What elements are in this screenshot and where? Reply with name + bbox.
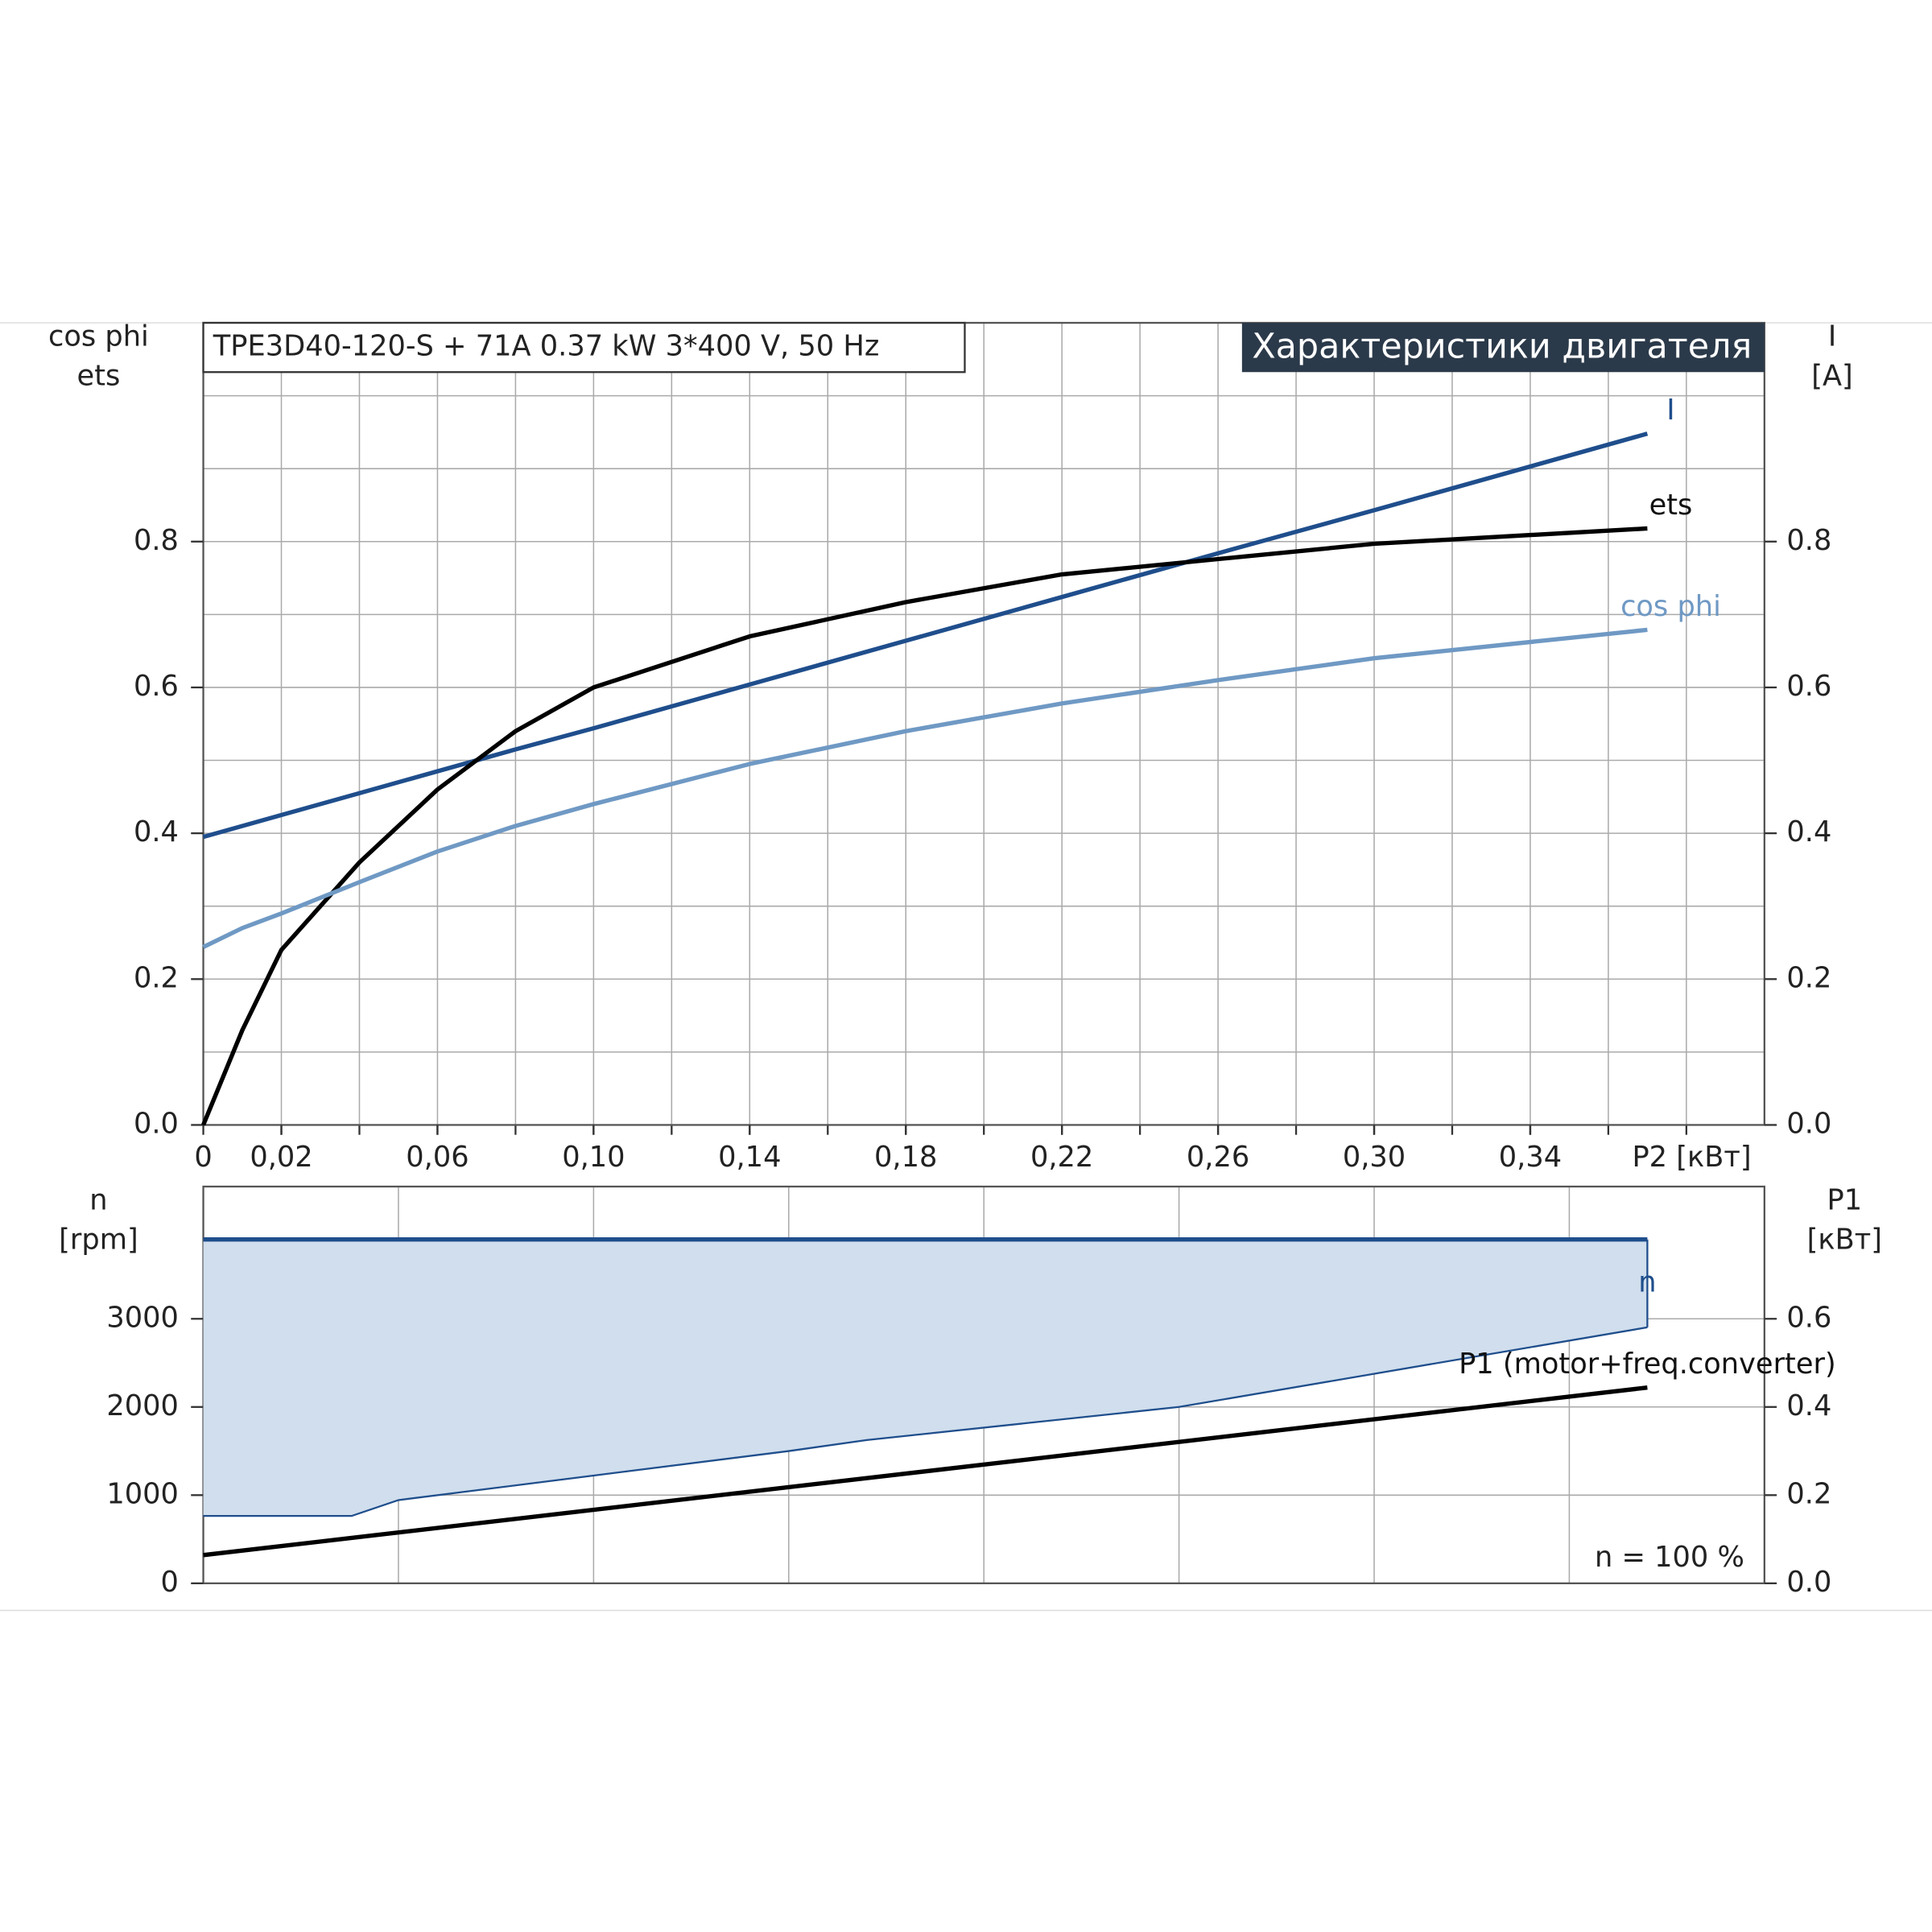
y2-tick-label: 0.2 bbox=[1786, 961, 1831, 994]
x-axis-label: P2 [кВт] bbox=[1632, 1141, 1751, 1174]
y2-tick-label: 0.2 bbox=[1786, 1477, 1831, 1510]
x-tick-label: 0,14 bbox=[718, 1141, 781, 1174]
annotation: n = 100 % bbox=[1595, 1541, 1744, 1574]
series-label: cos phi bbox=[1620, 590, 1721, 623]
y2-tick-label: 0.0 bbox=[1786, 1107, 1831, 1140]
x-tick-label: 0,26 bbox=[1187, 1141, 1249, 1174]
y-tick-label: 0.2 bbox=[134, 961, 179, 994]
x-tick-label: 0,06 bbox=[406, 1141, 469, 1174]
series-line bbox=[202, 431, 1649, 840]
series-label: P1 (motor+freq.converter) bbox=[1459, 1348, 1836, 1381]
plots: 0 0,02 0,06 0,10 0,14 0,18 0,22 0,26 0,30 0,34 0.0… bbox=[106, 321, 1836, 1599]
series-line bbox=[202, 627, 1648, 949]
speed-range-fill bbox=[203, 1239, 1648, 1517]
y2-tick-label: 0.4 bbox=[1786, 815, 1831, 848]
y2-axis-label: [A] bbox=[1811, 359, 1853, 392]
x-tick-label: 0 bbox=[194, 1141, 212, 1174]
annotation-box bbox=[1583, 1538, 1757, 1579]
y-axis-label: [rpm] bbox=[59, 1223, 138, 1256]
x-tick-label: 0,22 bbox=[1030, 1141, 1093, 1174]
plot-frame bbox=[202, 321, 1765, 1126]
y-tick-label: 0.4 bbox=[134, 815, 179, 848]
chart-title: TPE3D40-120-S + 71A 0.37 kW 3*400 V, 50 … bbox=[213, 330, 880, 363]
y2-axis-label: I bbox=[1828, 320, 1836, 353]
y-tick-label: 0.0 bbox=[134, 1107, 179, 1140]
x-tick-label: 0,18 bbox=[874, 1141, 937, 1174]
y2-tick-label: 0.8 bbox=[1786, 524, 1831, 557]
y-tick-label: 1000 bbox=[106, 1477, 179, 1510]
title-box bbox=[202, 321, 966, 374]
y-tick-label: 0.8 bbox=[134, 524, 179, 557]
subtitle-badge bbox=[1241, 323, 1765, 373]
y2-axis-label: P1 bbox=[1827, 1183, 1863, 1216]
x-tick-label: 0,30 bbox=[1343, 1141, 1406, 1174]
y-axis-label: ets bbox=[77, 359, 121, 392]
y2-axis-label: [кВт] bbox=[1807, 1223, 1882, 1256]
series-line bbox=[201, 526, 1648, 1126]
series-label: ets bbox=[1649, 489, 1693, 522]
y-tick-label: 3000 bbox=[106, 1301, 179, 1334]
y2-tick-label: 0.6 bbox=[1786, 670, 1831, 703]
y-axis-label: cos phi bbox=[48, 320, 149, 353]
y-tick-label: 0.6 bbox=[134, 670, 179, 703]
lower-line bbox=[203, 1326, 1648, 1517]
y-axis-label: n bbox=[89, 1183, 107, 1216]
series-label: n bbox=[1638, 1265, 1656, 1298]
series-label: I bbox=[1666, 394, 1674, 427]
series-line bbox=[203, 1385, 1648, 1558]
x-tick-label: 0,34 bbox=[1499, 1141, 1562, 1174]
y-tick-label: 2000 bbox=[106, 1389, 179, 1422]
chart-subtitle: Характеристики двигателя bbox=[1252, 327, 1752, 367]
x-tick-label: 0,10 bbox=[562, 1141, 625, 1174]
y-tick-label: 0 bbox=[161, 1566, 179, 1599]
y2-tick-label: 0.0 bbox=[1786, 1566, 1831, 1599]
y2-tick-label: 0.4 bbox=[1786, 1389, 1831, 1422]
x-tick-label: 0,02 bbox=[250, 1141, 312, 1174]
y2-tick-label: 0.6 bbox=[1786, 1301, 1831, 1334]
